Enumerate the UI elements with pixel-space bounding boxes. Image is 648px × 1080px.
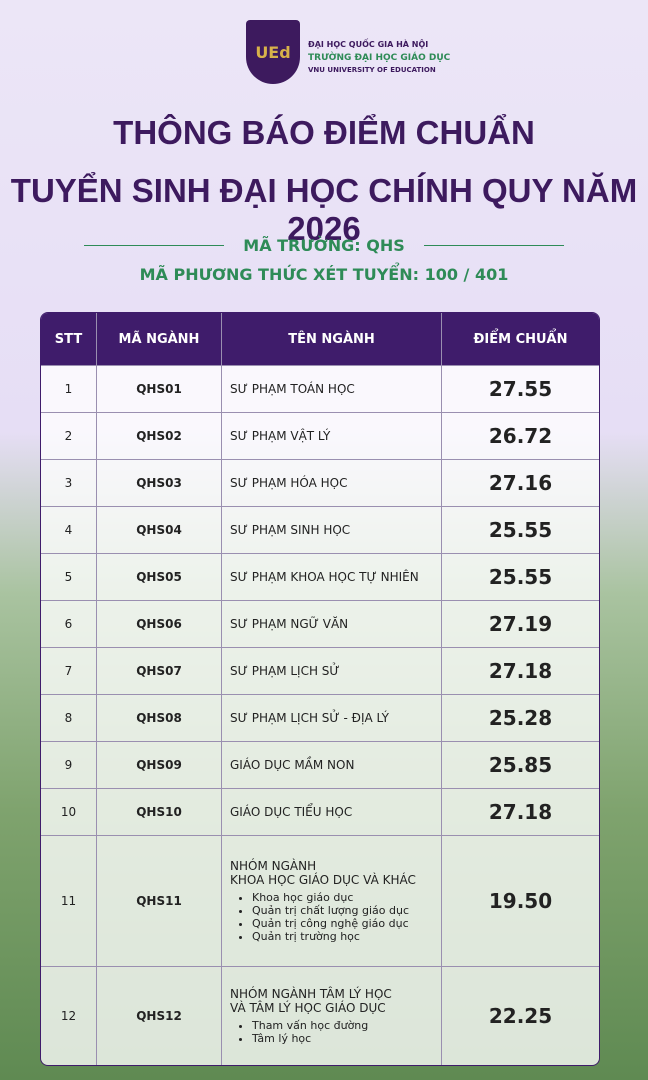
name-line: SƯ PHẠM KHOA HỌC TỰ NHIÊN (230, 570, 419, 584)
sub-item: Quản trị chất lượng giáo dục (252, 904, 409, 917)
cutoff-score: 27.55 (441, 366, 599, 412)
rule (84, 245, 224, 246)
cutoff-score: 27.18 (441, 789, 599, 835)
table-row: 9 QHS09 GIÁO DỤC MẦM NON 25.85 (41, 741, 599, 788)
title-line: TUYỂN SINH ĐẠI HỌC CHÍNH QUY NĂM 2026 (10, 172, 638, 247)
name-line: SƯ PHẠM SINH HỌC (230, 523, 351, 537)
table-row: 8 QHS08 SƯ PHẠM LỊCH SỬ - ĐỊA LÝ 25.28 (41, 694, 599, 741)
major-name: GIÁO DỤC MẦM NON (221, 742, 441, 788)
stt: 10 (60, 805, 77, 819)
major-name: SƯ PHẠM SINH HỌC (221, 507, 441, 553)
school-en: VNU UNIVERSITY OF EDUCATION (308, 66, 436, 74)
major-name: SƯ PHẠM NGỮ VĂN (221, 601, 441, 647)
table-row: 11 QHS11 NHÓM NGÀNH KHOA HỌC GIÁO DỤC VÀ KH… (41, 835, 599, 966)
cutoff-score: 25.28 (441, 695, 599, 741)
stt: 6 (64, 617, 73, 631)
name-line: NHÓM NGÀNH (230, 859, 317, 873)
major-code: QHS02 (96, 413, 221, 459)
stt: 8 (64, 711, 73, 725)
name-line: GIÁO DỤC TIỂU HỌC (230, 805, 353, 819)
stt: 1 (64, 382, 73, 396)
cutoff-score: 27.19 (441, 601, 599, 647)
major-name: SƯ PHẠM LỊCH SỬ (221, 648, 441, 694)
stt: 4 (64, 523, 73, 537)
name-line: SƯ PHẠM LỊCH SỬ - ĐỊA LÝ (230, 711, 389, 725)
major-name: SƯ PHẠM VẬT LÝ (221, 413, 441, 459)
major-code: QHS09 (96, 742, 221, 788)
major-name: NHÓM NGÀNH TÂM LÝ HỌC VÀ TÂM LÝ HỌC GIÁO … (221, 967, 441, 1065)
cutoff-score: 26.72 (441, 413, 599, 459)
header-row: STT MÃ NGÀNH TÊN NGÀNH ĐIỂM CHUẨN (41, 313, 599, 365)
sub-list: Khoa học giáo dụcQuản trị chất lượng giá… (230, 891, 409, 943)
sub-item: Quản trị trường học (252, 930, 409, 943)
cutoff-score: 27.18 (441, 648, 599, 694)
table-row: 2 QHS02 SƯ PHẠM VẬT LÝ 26.72 (41, 412, 599, 459)
major-code: QHS08 (96, 695, 221, 741)
school: TRƯỜNG ĐẠI HỌC GIÁO DỤC (308, 53, 451, 63)
column-header: MÃ NGÀNH (96, 313, 221, 365)
stt: 2 (64, 429, 73, 443)
major-code: QHS10 (96, 789, 221, 835)
cutoff-score: 27.16 (441, 460, 599, 506)
major-code: QHS04 (96, 507, 221, 553)
name-line: GIÁO DỤC MẦM NON (230, 758, 355, 772)
column-header: STT (54, 331, 83, 347)
school-code: MÃ TRƯỜNG: QHS (243, 236, 405, 255)
name-line: KHOA HỌC GIÁO DỤC VÀ KHÁC (230, 873, 416, 887)
table-row: 5 QHS05 SƯ PHẠM KHOA HỌC TỰ NHIÊN 25.55 (41, 553, 599, 600)
major-code: QHS03 (96, 460, 221, 506)
column-header: TÊN NGÀNH (221, 313, 441, 365)
major-code: QHS07 (96, 648, 221, 694)
name-line: SƯ PHẠM NGỮ VĂN (230, 617, 349, 631)
major-name: SƯ PHẠM HÓA HỌC (221, 460, 441, 506)
sub-item: Tham vấn học đường (252, 1019, 368, 1032)
score-table: STT MÃ NGÀNH TÊN NGÀNH ĐIỂM CHUẨN 1 QHS01 SƯ P… (40, 312, 600, 1066)
cutoff-score: 25.55 (441, 507, 599, 553)
major-name: SƯ PHẠM TOÁN HỌC (221, 366, 441, 412)
rule (424, 245, 564, 246)
sub-item: Quản trị công nghệ giáo dục (252, 917, 409, 930)
logo: UEd (246, 20, 300, 84)
table-row: 6 QHS06 SƯ PHẠM NGỮ VĂN 27.19 (41, 600, 599, 647)
major-code: QHS05 (96, 554, 221, 600)
major-name: SƯ PHẠM KHOA HỌC TỰ NHIÊN (221, 554, 441, 600)
cutoff-score: 19.50 (441, 836, 599, 966)
stt: 9 (64, 758, 73, 772)
name-line: SƯ PHẠM LỊCH SỬ (230, 664, 340, 678)
name-line: VÀ TÂM LÝ HỌC GIÁO DỤC (230, 1001, 386, 1015)
table-row: 7 QHS07 SƯ PHẠM LỊCH SỬ 27.18 (41, 647, 599, 694)
stt: 3 (64, 476, 73, 490)
sub-list: Tham vấn học đườngTâm lý học (230, 1019, 368, 1045)
major-code: QHS06 (96, 601, 221, 647)
stt: 11 (60, 894, 77, 908)
title-line: THÔNG BÁO ĐIỂM CHUẨN (113, 114, 535, 151)
sub-item: Tâm lý học (252, 1032, 368, 1045)
cutoff-score: 25.85 (441, 742, 599, 788)
table-row: 4 QHS04 SƯ PHẠM SINH HỌC 25.55 (41, 506, 599, 553)
cutoff-score: 25.55 (441, 554, 599, 600)
table-row: 1 QHS01 SƯ PHẠM TOÁN HỌC 27.55 (41, 365, 599, 412)
cutoff-score: 22.25 (441, 967, 599, 1065)
table-row: 12 QHS12 NHÓM NGÀNH TÂM LÝ HỌC VÀ TÂM LÝ HỌ… (41, 966, 599, 1065)
stt: 5 (64, 570, 73, 584)
name-line: SƯ PHẠM TOÁN HỌC (230, 382, 355, 396)
sub-item: Khoa học giáo dục (252, 891, 409, 904)
column-header: ĐIỂM CHUẨN (441, 313, 599, 365)
name-line: SƯ PHẠM HÓA HỌC (230, 476, 348, 490)
name-line: SƯ PHẠM VẬT LÝ (230, 429, 331, 443)
stt: 7 (64, 664, 73, 678)
table-row: 3 QHS03 SƯ PHẠM HÓA HỌC 27.16 (41, 459, 599, 506)
table-row: 10 QHS10 GIÁO DỤC TIỂU HỌC 27.18 (41, 788, 599, 835)
major-code: QHS11 (96, 836, 221, 966)
stt: 12 (60, 1009, 77, 1023)
major-code: QHS01 (96, 366, 221, 412)
major-code: QHS12 (96, 967, 221, 1065)
university: ĐẠI HỌC QUỐC GIA HÀ NỘI (308, 40, 429, 49)
name-line: NHÓM NGÀNH TÂM LÝ HỌC (230, 987, 392, 1001)
method-code: MÃ PHƯƠNG THỨC XÉT TUYỂN: 100 / 401 (139, 265, 509, 284)
major-name: SƯ PHẠM LỊCH SỬ - ĐỊA LÝ (221, 695, 441, 741)
major-name: GIÁO DỤC TIỂU HỌC (221, 789, 441, 835)
